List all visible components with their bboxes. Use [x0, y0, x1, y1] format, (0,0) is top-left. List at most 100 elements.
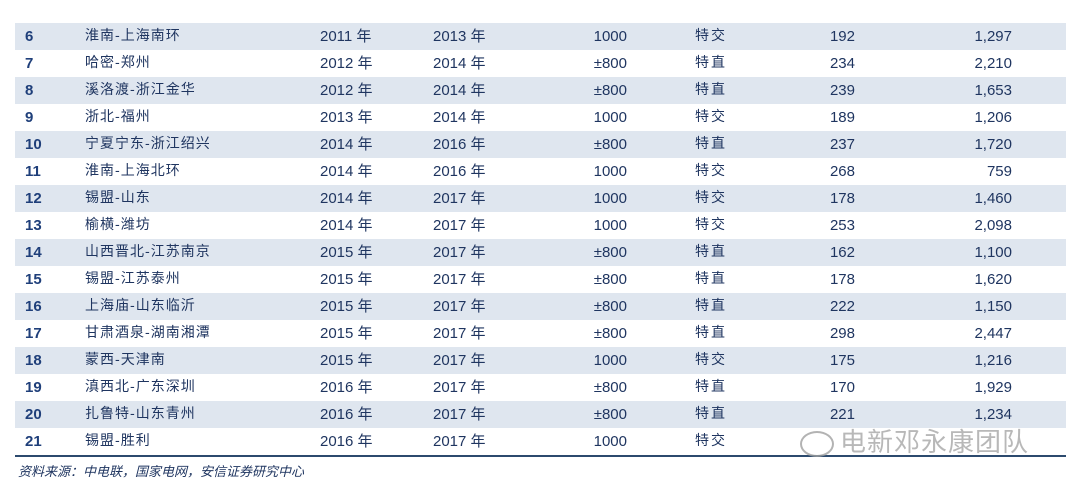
- row-number: 11: [25, 163, 41, 180]
- row-number: 12: [25, 190, 42, 207]
- voltage: ±800: [593, 379, 627, 396]
- length: 239: [829, 82, 855, 99]
- row-number: 10: [25, 136, 42, 153]
- line-type: 特直: [695, 244, 727, 260]
- line-name: 锡盟-山东: [85, 190, 151, 206]
- line-name: 淮南-上海北环: [85, 163, 181, 179]
- length: 298: [829, 325, 855, 342]
- line-name: 甘肃酒泉-湖南湘潭: [85, 325, 211, 341]
- capacity: 1,206: [974, 109, 1012, 126]
- end-year: 2016 年: [433, 136, 486, 153]
- table-row: 17 甘肃酒泉-湖南湘潭 2015 年 2017 年 ±800 特直 298 2,447: [15, 320, 1066, 347]
- end-year: 2014 年: [433, 82, 486, 99]
- line-name: 滇西北-广东深圳: [85, 379, 196, 395]
- length: 221: [829, 406, 855, 423]
- row-number: 6: [25, 28, 34, 45]
- table-row: 10 宁夏宁东-浙江绍兴 2014 年 2016 年 ±800 特直 237 1,720: [15, 131, 1066, 158]
- line-name: 浙北-福州: [85, 109, 151, 125]
- capacity: 2,447: [974, 325, 1012, 342]
- row-number: 17: [25, 325, 42, 342]
- line-type: 特直: [695, 406, 727, 422]
- capacity: 1,653: [974, 82, 1012, 99]
- table-bottom-border: [15, 455, 1066, 457]
- row-number: 8: [25, 82, 34, 99]
- line-type: 特交: [695, 352, 727, 368]
- voltage: 1000: [593, 163, 627, 180]
- line-type: 特交: [695, 109, 727, 125]
- line-type: 特直: [695, 136, 727, 152]
- row-number: 21: [25, 433, 42, 450]
- end-year: 2016 年: [433, 163, 486, 180]
- table-row: 18 蒙西-天津南 2015 年 2017 年 1000 特交 175 1,216: [15, 347, 1066, 374]
- length: 234: [829, 55, 855, 72]
- line-name: 蒙西-天津南: [85, 352, 166, 368]
- row-number: 9: [25, 109, 34, 126]
- table-row: 6 淮南-上海南环 2011 年 2013 年 1000 特交 192 1,297: [15, 23, 1066, 50]
- table-row: 12 锡盟-山东 2014 年 2017 年 1000 特交 178 1,460: [15, 185, 1066, 212]
- end-year: 2017 年: [433, 352, 486, 369]
- start-year: 2014 年: [320, 136, 373, 153]
- voltage: ±800: [593, 298, 627, 315]
- voltage: ±800: [593, 82, 627, 99]
- voltage: 1000: [593, 433, 627, 450]
- line-name: 哈密-郑州: [85, 55, 151, 71]
- end-year: 2017 年: [433, 271, 486, 288]
- row-number: 15: [25, 271, 42, 288]
- start-year: 2012 年: [320, 82, 373, 99]
- voltage: ±800: [593, 244, 627, 261]
- start-year: 2014 年: [320, 217, 373, 234]
- voltage: 1000: [593, 217, 627, 234]
- capacity: 2,210: [974, 55, 1012, 72]
- end-year: 2013 年: [433, 28, 486, 45]
- capacity: 1,100: [974, 244, 1012, 261]
- capacity: 1,620: [974, 271, 1012, 288]
- row-number: 19: [25, 379, 42, 396]
- line-name: 溪洛渡-浙江金华: [85, 82, 196, 98]
- row-number: 20: [25, 406, 42, 423]
- length: 178: [829, 190, 855, 207]
- table-row: 14 山西晋北-江苏南京 2015 年 2017 年 ±800 特直 162 1,100: [15, 239, 1066, 266]
- line-type: 特直: [695, 379, 727, 395]
- table-row: 15 锡盟-江苏泰州 2015 年 2017 年 ±800 特直 178 1,620: [15, 266, 1066, 293]
- line-type: 特交: [695, 217, 727, 233]
- line-type: 特直: [695, 271, 727, 287]
- capacity: 1,929: [974, 379, 1012, 396]
- row-number: 16: [25, 298, 42, 315]
- start-year: 2015 年: [320, 298, 373, 315]
- start-year: 2013 年: [320, 109, 373, 126]
- start-year: 2012 年: [320, 55, 373, 72]
- end-year: 2017 年: [433, 217, 486, 234]
- length: 189: [829, 109, 855, 126]
- start-year: 2014 年: [320, 190, 373, 207]
- length: 253: [829, 217, 855, 234]
- length: 178: [829, 271, 855, 288]
- line-type: 特交: [695, 28, 727, 44]
- end-year: 2017 年: [433, 190, 486, 207]
- length: 222: [829, 298, 855, 315]
- voltage: 1000: [593, 190, 627, 207]
- watermark-text: 电新邓永康团队: [840, 428, 1030, 458]
- table-row: 16 上海庙-山东临沂 2015 年 2017 年 ±800 特直 222 1,150: [15, 293, 1066, 320]
- wechat-icon: [800, 430, 834, 457]
- line-name: 扎鲁特-山东青州: [85, 406, 196, 422]
- length: 170: [829, 379, 855, 396]
- line-name: 淮南-上海南环: [85, 28, 181, 44]
- start-year: 2015 年: [320, 271, 373, 288]
- length: 192: [829, 28, 855, 45]
- line-type: 特交: [695, 190, 727, 206]
- watermark: 电新邓永康团队: [800, 422, 1029, 459]
- start-year: 2016 年: [320, 406, 373, 423]
- line-type: 特直: [695, 82, 727, 98]
- voltage: ±800: [593, 136, 627, 153]
- length: 237: [829, 136, 855, 153]
- voltage: ±800: [593, 271, 627, 288]
- length: 268: [829, 163, 855, 180]
- start-year: 2015 年: [320, 325, 373, 342]
- capacity: 1,297: [974, 28, 1012, 45]
- line-type: 特直: [695, 325, 727, 341]
- end-year: 2017 年: [433, 406, 486, 423]
- capacity: 1,216: [974, 352, 1012, 369]
- line-name: 榆横-潍坊: [85, 217, 151, 233]
- line-name: 锡盟-江苏泰州: [85, 271, 181, 287]
- start-year: 2011 年: [320, 28, 372, 45]
